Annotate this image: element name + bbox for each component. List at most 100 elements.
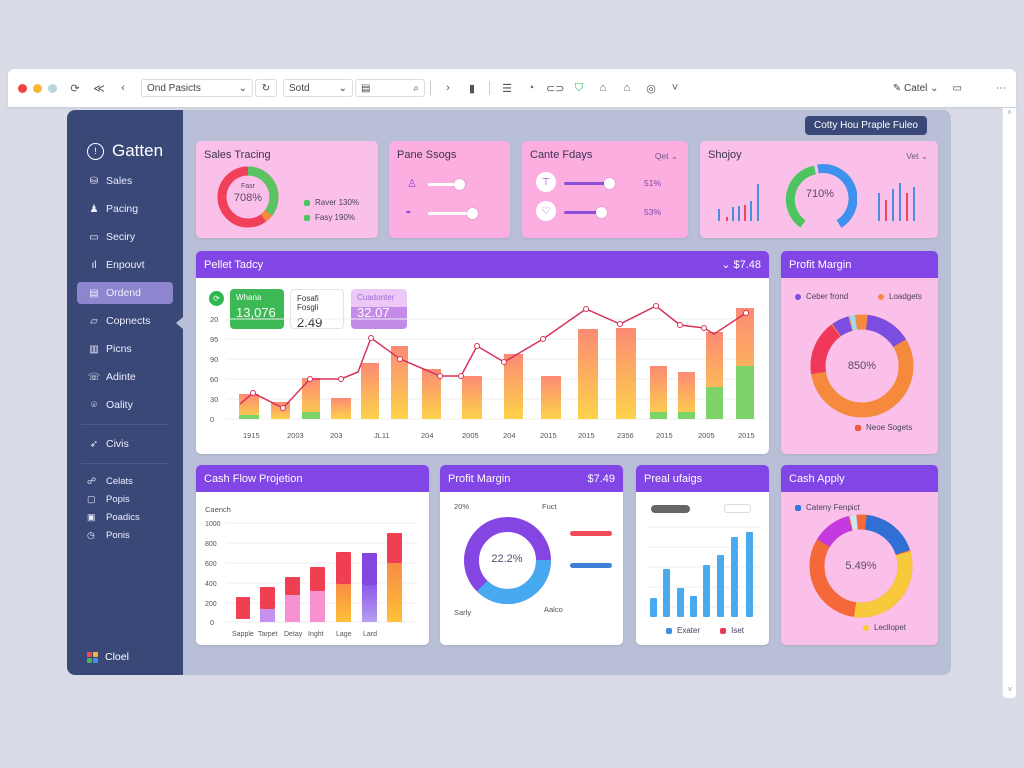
home-icon[interactable]: ⌂ xyxy=(623,82,631,94)
scroll-up-icon[interactable]: ˄ xyxy=(1007,108,1012,117)
book-icon[interactable]: ▮ xyxy=(468,82,476,95)
forward-icon[interactable]: › xyxy=(446,82,450,94)
stat-card[interactable]: Whana 13,076 xyxy=(230,289,284,329)
address-select[interactable]: Ond Pasicts ⌄ xyxy=(141,79,253,97)
shield-icon[interactable]: ⛉ xyxy=(574,81,584,94)
calendar-icon: ▥ xyxy=(89,343,99,355)
sidebar-item-copnects[interactable]: ▱ Copnects xyxy=(77,310,173,332)
more-icon[interactable]: ⋯ xyxy=(996,82,1006,94)
sidebar-subitem-popis[interactable]: ▢ Popis xyxy=(87,493,130,505)
legend-item: Fasy 190% xyxy=(304,213,359,222)
globe-icon[interactable]: ◔ xyxy=(527,82,535,94)
slider-knob[interactable] xyxy=(454,179,465,190)
sidebar-nav: ⛁ Sales ♟ Pacing ▭ Seciry ıl Enpouvt ▤ Ordend… xyxy=(67,170,183,416)
share-icon[interactable]: ≪ xyxy=(93,82,105,95)
sidebar-collapse-handle[interactable] xyxy=(176,317,183,329)
period-select[interactable]: Vet ⌄ xyxy=(906,151,928,161)
refresh-icon[interactable]: ⟳ xyxy=(70,82,80,95)
donut-value: 22.2% xyxy=(491,553,523,565)
slider[interactable] xyxy=(564,207,607,218)
svg-text:60: 60 xyxy=(210,375,218,384)
svg-text:0: 0 xyxy=(210,620,214,627)
refresh-badge-icon[interactable]: ⟳ xyxy=(209,291,224,306)
sidebar-footer[interactable]: Cloel xyxy=(87,651,129,663)
link-icon[interactable]: ⊂⊃ xyxy=(546,82,565,95)
callout-label: 20% xyxy=(454,502,470,511)
list-icon[interactable]: ☰ xyxy=(502,82,512,95)
slider-knob[interactable] xyxy=(604,178,615,189)
profile-button[interactable]: ✎ Catel ⌄ xyxy=(892,82,939,94)
minimize-window-button[interactable] xyxy=(33,83,42,93)
period-select[interactable]: Qet ⌄ xyxy=(654,151,678,161)
callout-label: Sarly xyxy=(454,608,472,617)
sidebar-item-pacing[interactable]: ♟ Pacing xyxy=(77,198,173,220)
lock-icon[interactable]: ⌂ xyxy=(599,82,607,94)
chevron-down-icon: ⌄ xyxy=(338,82,347,94)
slider-knob[interactable] xyxy=(596,207,607,218)
sidebar-subitem-ponis[interactable]: ◷ Ponis xyxy=(87,529,130,541)
sidebar-item-picns[interactable]: ▥ Picns xyxy=(77,338,173,360)
clipboard-icon: ▤ xyxy=(361,82,371,94)
back-icon[interactable]: ‹ xyxy=(121,82,125,94)
preal-ufaigs-card: Preal ufaigs Exater Iset xyxy=(636,465,769,645)
sidebar-item-oality[interactable]: ⌾ Oality xyxy=(77,394,173,416)
slider[interactable] xyxy=(428,208,478,219)
sidebar-item-adinte[interactable]: ☏ Adinte xyxy=(87,371,136,383)
reload-button[interactable]: ↻ xyxy=(255,79,277,97)
filter-button[interactable] xyxy=(724,504,751,513)
chevron-down-icon: ⌄ xyxy=(721,259,731,271)
scroll-down-icon[interactable]: ˅ xyxy=(1007,685,1013,694)
chevron-icon[interactable]: ˅ xyxy=(671,82,679,94)
toggle-pill[interactable] xyxy=(651,505,690,513)
chevron-down-icon: ⌄ xyxy=(238,82,247,94)
close-window-button[interactable] xyxy=(18,83,27,93)
card-title: Profit Margin xyxy=(789,258,852,271)
sink-icon: ⊤ xyxy=(536,172,556,192)
svg-text:Sapple: Sapple xyxy=(232,631,254,638)
cube-icon: ▢ xyxy=(87,493,96,504)
apps-icon xyxy=(87,651,98,663)
slider[interactable] xyxy=(428,179,465,190)
svg-text:204: 204 xyxy=(503,431,516,440)
svg-text:600: 600 xyxy=(205,561,217,568)
svg-text:Detay: Detay xyxy=(284,631,303,638)
pane-stage-card: Pane Ssogs ♙ ◒ xyxy=(389,141,510,238)
sidebar-item-sales[interactable]: ⛁ Sales xyxy=(77,170,173,192)
location-icon: ⌾ xyxy=(91,399,97,411)
bar-chart-icon: ıl xyxy=(91,259,97,271)
legend-bar-blue xyxy=(570,563,612,568)
sidebar-item-enpouvt[interactable]: ıl Enpouvt xyxy=(77,254,173,276)
sales-tracking-card: Sales Tracing Fasr 708% Raver 130% Fasy … xyxy=(196,141,378,238)
slider[interactable] xyxy=(564,178,615,189)
header-value[interactable]: ⌄ $7.48 xyxy=(721,259,761,271)
svg-text:30: 30 xyxy=(210,395,218,404)
card-icon: ▭ xyxy=(89,231,99,243)
svg-text:2015: 2015 xyxy=(578,431,595,440)
basket-icon: ◒ xyxy=(405,205,412,217)
sidebar-item-ordend[interactable]: ▤ Ordend xyxy=(77,282,173,304)
search-engine-select[interactable]: Sotd ⌄ xyxy=(283,79,353,97)
maximize-window-button[interactable] xyxy=(48,83,57,93)
card-header: Cash Flow Projetion xyxy=(196,465,429,492)
clock-icon[interactable]: ◎ xyxy=(646,82,656,95)
phone-icon: ☏ xyxy=(87,371,101,383)
sidebar-item-civis[interactable]: ➶ Civis xyxy=(77,433,173,455)
sidebar-subitem-celats[interactable]: ☍ Celats xyxy=(87,475,133,487)
gauge-value: 710% xyxy=(805,188,835,200)
svg-text:JL11: JL11 xyxy=(374,431,390,440)
cash-apply-donut-chart xyxy=(809,514,913,618)
y-axis-title: Caench xyxy=(205,505,231,514)
window-icon[interactable]: ▭ xyxy=(952,82,962,94)
sidebar-subitem-poadics[interactable]: ▣ Poadics xyxy=(87,511,140,523)
scrollbar[interactable]: ˄ ˅ xyxy=(1002,108,1016,698)
search-input[interactable]: ▤ ⌕ xyxy=(355,79,425,97)
divider xyxy=(430,81,431,95)
folder-icon: ▱ xyxy=(90,315,98,327)
svg-text:2015: 2015 xyxy=(738,431,755,440)
stat-card[interactable]: Cuadonter 32.07 xyxy=(351,289,407,329)
slider-knob[interactable] xyxy=(467,208,478,219)
sidebar-item-security[interactable]: ▭ Seciry xyxy=(77,226,173,248)
brand[interactable]: ! Gatten xyxy=(67,110,183,170)
banner-button[interactable]: Cotty Hou Praple Fuleo xyxy=(805,116,927,135)
svg-text:2003: 2003 xyxy=(287,431,304,440)
